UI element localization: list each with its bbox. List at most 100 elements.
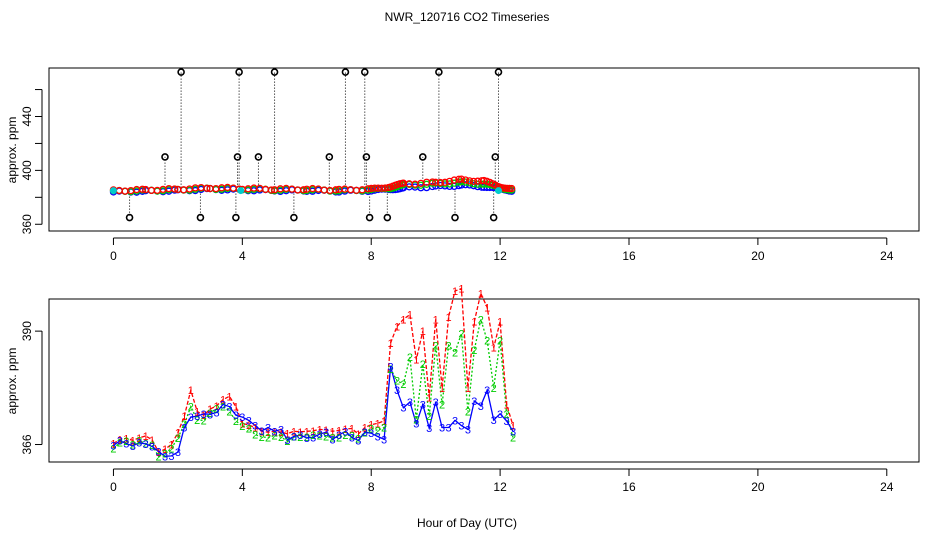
series-1-marker: 1 — [291, 426, 297, 438]
series-2-marker: 2 — [265, 432, 271, 444]
series-3-marker: 3 — [452, 415, 458, 427]
top-plot-area: 0 4 8 12 16 20 24 360 400 440 — [20, 68, 894, 263]
series-2-marker: 2 — [117, 438, 123, 450]
series-2-marker: 2 — [168, 443, 174, 455]
series-3-marker: 3 — [278, 424, 284, 436]
series-1-marker: 1 — [284, 429, 290, 441]
series-2-marker: 2 — [484, 336, 490, 348]
series-1-marker: 1 — [484, 303, 490, 315]
series-3-marker: 3 — [117, 436, 123, 448]
series-3-marker: 3 — [394, 385, 400, 397]
series-2-point — [445, 180, 454, 188]
series-1-marker: 1 — [226, 391, 232, 403]
outlier-point — [235, 68, 243, 76]
series-1-marker: 1 — [400, 314, 406, 326]
x-tick-label: 20 — [751, 480, 765, 494]
series-1-point — [378, 184, 386, 192]
series-1-marker: 1 — [387, 338, 393, 350]
series-2-marker: 2 — [433, 340, 439, 352]
outlier-point — [196, 213, 205, 222]
outlier-point — [341, 68, 350, 76]
series-3-marker: 3 — [188, 412, 194, 424]
series-3-marker: 3 — [136, 438, 142, 450]
series-1-marker: 1 — [233, 402, 239, 414]
x-tick-label: 0 — [110, 480, 117, 494]
x-tick-label: 0 — [110, 249, 117, 263]
series-2-marker: 2 — [317, 431, 323, 443]
series-1-point — [261, 185, 270, 194]
series-2-marker: 2 — [452, 347, 458, 359]
series-3-marker: 3 — [317, 429, 323, 441]
series-2-marker: 2 — [413, 414, 419, 426]
series-1-line — [113, 287, 514, 453]
series-2-marker: 2 — [458, 328, 464, 340]
series-1-marker: 1 — [213, 401, 219, 413]
x-tick-label: 24 — [880, 249, 894, 263]
series-1-marker: 1 — [252, 423, 258, 435]
series-2-marker: 2 — [336, 432, 342, 444]
outlier-point — [491, 153, 500, 161]
series-2-marker: 2 — [387, 364, 393, 376]
series-3-marker: 3 — [362, 427, 368, 439]
outlier-point — [451, 213, 459, 222]
outlier-point — [177, 68, 185, 76]
series-1-marker: 1 — [323, 425, 329, 437]
series-2-marker: 2 — [491, 383, 497, 395]
outlier-point — [125, 213, 134, 222]
series-1-marker: 1 — [271, 426, 277, 438]
series-1-marker: 1 — [168, 440, 174, 452]
series-2-marker: 2 — [471, 345, 477, 357]
series-1-marker: 1 — [207, 404, 213, 416]
series-3-marker: 3 — [304, 433, 310, 445]
series-2-marker: 2 — [323, 431, 329, 443]
series-3-marker: 3 — [284, 435, 290, 447]
series-3-marker: 3 — [213, 407, 219, 419]
series-1-point — [147, 186, 156, 195]
series-2-marker: 2 — [329, 432, 335, 444]
series-1-marker: 1 — [407, 310, 413, 322]
series-1-point — [436, 178, 444, 187]
series-3-marker: 3 — [387, 362, 393, 374]
series-2-marker: 2 — [304, 432, 310, 444]
series-1-marker: 1 — [297, 427, 303, 439]
series-3-marker: 3 — [497, 409, 503, 421]
series-2-marker: 2 — [143, 439, 149, 451]
series-1-marker: 1 — [433, 314, 439, 326]
series-1-marker: 1 — [175, 428, 181, 440]
series-1-marker: 1 — [439, 383, 445, 395]
series-3-marker: 3 — [265, 423, 271, 435]
series-1-point — [267, 186, 275, 194]
series-2-marker: 2 — [259, 432, 265, 444]
series-1-point — [320, 186, 328, 194]
series-1-point — [508, 184, 516, 193]
y-tick-label: 366 — [20, 434, 34, 454]
y-tick-label: 440 — [20, 106, 34, 126]
series-1-point — [450, 176, 458, 184]
outlier-point — [365, 213, 374, 222]
series-1-marker: 1 — [246, 420, 252, 432]
series-3-marker: 3 — [342, 426, 348, 438]
outlier-point — [232, 213, 240, 222]
series-2-marker: 2 — [349, 431, 355, 443]
series-3-marker: 3 — [407, 397, 413, 409]
series-2-marker: 2 — [188, 402, 194, 414]
series-1-marker: 1 — [375, 418, 381, 430]
series-1-marker: 1 — [381, 416, 387, 428]
series-3-marker: 3 — [368, 428, 374, 440]
series-3-marker: 3 — [458, 421, 464, 433]
series-1-marker: 1 — [426, 392, 432, 404]
series-1-point — [371, 184, 379, 192]
series-2-marker: 2 — [465, 406, 471, 418]
series-1-marker: 1 — [194, 406, 200, 418]
outlier-point — [325, 153, 334, 161]
series-1-marker: 1 — [368, 420, 374, 432]
series-3-marker: 3 — [226, 402, 232, 414]
series-1-marker: 1 — [239, 418, 245, 430]
series-3-marker: 3 — [413, 419, 419, 431]
series-1-point — [171, 185, 179, 193]
series-3-marker: 3 — [478, 401, 484, 413]
series-1-marker: 1 — [458, 284, 464, 296]
series-2-marker: 2 — [110, 443, 116, 455]
x-tick-label: 4 — [239, 249, 246, 263]
